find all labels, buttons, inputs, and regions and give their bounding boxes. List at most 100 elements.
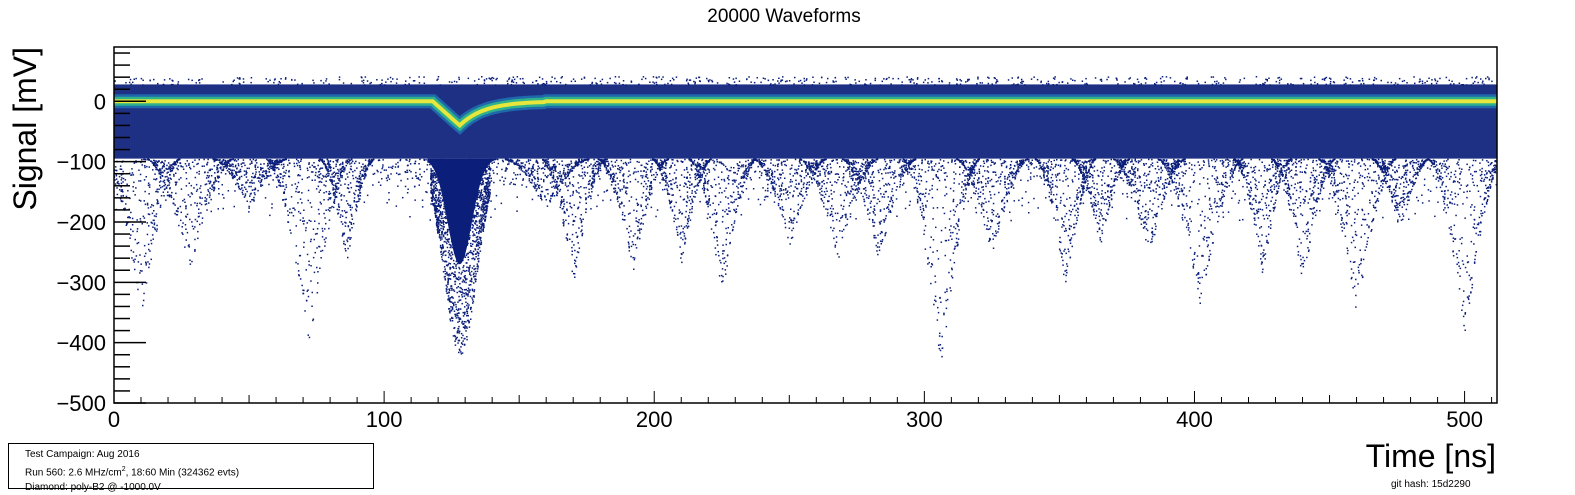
waveform-point	[296, 83, 299, 86]
waveform-point	[993, 77, 996, 79]
waveform-point	[833, 227, 835, 230]
waveform-point	[585, 198, 587, 200]
waveform-point	[948, 84, 950, 86]
waveform-point	[303, 289, 305, 292]
waveform-point	[892, 201, 894, 204]
waveform-point	[949, 210, 952, 212]
waveform-point	[1097, 203, 1099, 205]
waveform-point	[332, 176, 334, 178]
waveform-point	[522, 162, 524, 164]
waveform-point	[1052, 201, 1054, 203]
waveform-point	[867, 208, 869, 210]
waveform-point	[134, 268, 136, 271]
waveform-point	[684, 237, 687, 239]
waveform-point	[1017, 76, 1020, 78]
waveform-point	[787, 194, 789, 196]
waveform-point	[350, 82, 353, 85]
waveform-point	[299, 278, 302, 280]
waveform-point	[948, 218, 951, 220]
waveform-point	[883, 168, 885, 171]
waveform-point	[1039, 161, 1041, 164]
waveform-point	[1083, 166, 1086, 168]
waveform-point	[519, 78, 522, 80]
waveform-point	[163, 162, 165, 164]
waveform-point	[687, 225, 690, 228]
waveform-point	[714, 195, 717, 198]
waveform-point	[790, 208, 792, 210]
waveform-point	[868, 161, 870, 164]
waveform-point	[665, 179, 667, 182]
waveform-point	[967, 182, 970, 185]
waveform-point	[163, 169, 166, 172]
waveform-point	[1155, 81, 1158, 84]
waveform-point	[865, 161, 867, 163]
waveform-point	[585, 198, 587, 201]
waveform-point	[226, 162, 228, 165]
waveform-point	[175, 213, 178, 216]
waveform-point	[851, 168, 854, 171]
waveform-point	[372, 159, 374, 162]
waveform-point	[683, 235, 686, 237]
waveform-point	[1332, 81, 1335, 83]
waveform-point	[167, 168, 169, 170]
waveform-point	[306, 222, 308, 224]
waveform-point	[571, 246, 573, 249]
waveform-point	[143, 217, 146, 219]
waveform-point	[337, 187, 340, 189]
waveform-point	[1277, 77, 1279, 79]
waveform-point	[550, 80, 552, 83]
waveform-point	[1380, 79, 1382, 82]
waveform-point	[1067, 234, 1070, 237]
waveform-point	[739, 182, 742, 184]
waveform-point	[1060, 252, 1062, 254]
waveform-point	[219, 167, 221, 169]
waveform-point	[661, 174, 663, 177]
waveform-point	[169, 187, 171, 189]
waveform-point	[719, 201, 722, 203]
waveform-point	[350, 237, 352, 239]
waveform-point	[855, 172, 857, 175]
waveform-point	[597, 167, 600, 170]
waveform-point	[1109, 204, 1111, 207]
waveform-point	[204, 200, 206, 202]
waveform-point	[621, 218, 624, 221]
waveform-point	[886, 207, 888, 209]
waveform-point	[727, 203, 730, 205]
waveform-point	[998, 221, 1001, 223]
waveform-point	[334, 174, 337, 176]
waveform-point	[222, 168, 225, 170]
waveform-point	[181, 226, 183, 228]
waveform-point	[191, 260, 193, 263]
waveform-point	[980, 182, 983, 184]
waveform-point	[347, 184, 350, 186]
waveform-point	[845, 78, 847, 80]
waveform-point	[1106, 78, 1108, 81]
waveform-point	[616, 191, 619, 194]
waveform-point	[334, 188, 336, 190]
waveform-point	[671, 210, 674, 212]
waveform-point	[323, 160, 325, 162]
waveform-point	[872, 221, 874, 223]
waveform-point	[686, 218, 689, 220]
waveform-point	[253, 182, 255, 184]
waveform-point	[666, 182, 668, 184]
waveform-point	[932, 251, 934, 253]
waveform-point	[1098, 208, 1100, 210]
waveform-point	[767, 167, 769, 170]
waveform-point	[439, 84, 442, 86]
waveform-point	[792, 222, 794, 224]
waveform-point	[845, 215, 847, 217]
waveform-point	[172, 83, 174, 86]
waveform-point	[554, 179, 557, 181]
waveform-point	[453, 80, 456, 83]
waveform-point	[579, 201, 581, 204]
waveform-point	[253, 200, 255, 202]
waveform-point	[1462, 84, 1464, 86]
waveform-point	[325, 165, 327, 168]
waveform-point	[1004, 181, 1006, 183]
waveform-point	[826, 214, 829, 217]
waveform-point	[976, 172, 978, 175]
waveform-point	[550, 172, 552, 174]
waveform-point	[316, 247, 318, 249]
waveform-point	[185, 207, 187, 210]
